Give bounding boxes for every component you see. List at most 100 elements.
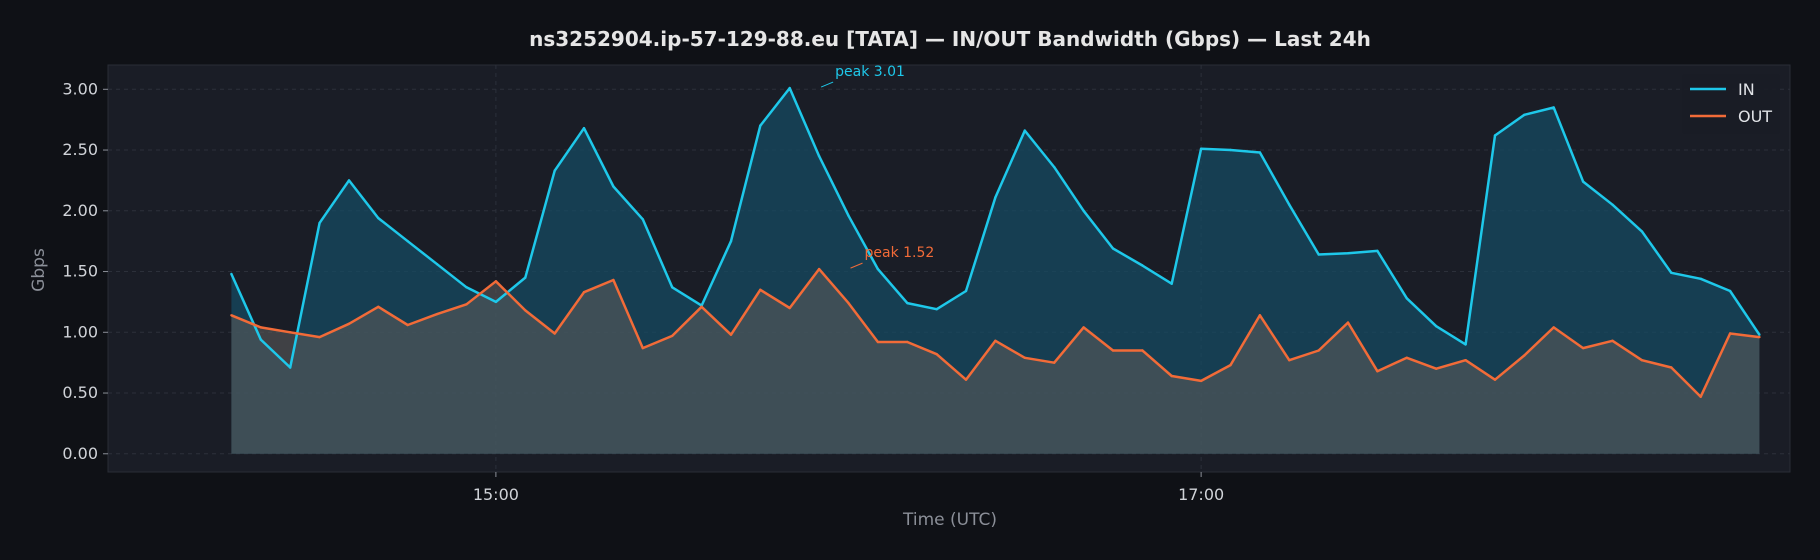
y-tick-label: 3.00 bbox=[62, 79, 98, 98]
series-out-point bbox=[347, 322, 351, 325]
y-axis-label: Gbps bbox=[29, 248, 49, 292]
series-out-point bbox=[1493, 378, 1497, 381]
series-in-point bbox=[1611, 203, 1614, 206]
series-out-point bbox=[1199, 379, 1203, 383]
series-out-point bbox=[612, 278, 615, 282]
series-in-point bbox=[1464, 343, 1467, 346]
series-out-point bbox=[494, 280, 498, 283]
series-out-point bbox=[847, 301, 850, 305]
series-in-point bbox=[1552, 106, 1555, 109]
chart-title: ns3252904.ip-57-129-88.eu [TATA] — IN/OU… bbox=[529, 27, 1371, 51]
series-in-point bbox=[1728, 289, 1732, 293]
peak-annotation: peak 3.01 bbox=[835, 64, 905, 80]
series-out-point bbox=[1640, 359, 1644, 362]
series-out-point bbox=[259, 326, 262, 329]
series-in-point bbox=[435, 263, 439, 266]
series-in-point bbox=[1258, 151, 1262, 154]
series-in-point bbox=[1023, 129, 1026, 132]
series-in-point bbox=[759, 124, 762, 127]
series-out-point bbox=[230, 314, 233, 317]
series-in-point bbox=[1053, 165, 1056, 169]
series-in-point bbox=[1758, 333, 1761, 336]
annotation-leader bbox=[820, 81, 834, 88]
series-out-point bbox=[935, 353, 938, 356]
series-out-point bbox=[553, 332, 556, 335]
legend: IN OUT bbox=[1682, 74, 1780, 134]
y-tick-label: 0.50 bbox=[62, 383, 98, 402]
series-out-point bbox=[465, 303, 468, 306]
series-out-point bbox=[641, 346, 644, 350]
series-in-point bbox=[641, 218, 644, 221]
series-out-point bbox=[759, 288, 762, 291]
series-out-point bbox=[1111, 349, 1115, 352]
series-out-point bbox=[1581, 346, 1585, 350]
series-out-point bbox=[1435, 367, 1438, 370]
series-in-point bbox=[817, 154, 821, 158]
series-in-point bbox=[347, 179, 351, 182]
series-out-point bbox=[1523, 354, 1526, 357]
area-layer bbox=[231, 88, 1760, 454]
series-in-point bbox=[494, 300, 498, 304]
series-out-point bbox=[700, 305, 703, 308]
series-in-point bbox=[1581, 180, 1585, 183]
series-out-point bbox=[788, 306, 791, 310]
series-out-point bbox=[1670, 366, 1673, 369]
series-out-point bbox=[406, 323, 409, 327]
series-in-point bbox=[729, 240, 733, 243]
x-axis-label: Time (UTC) bbox=[902, 510, 997, 530]
series-in-point bbox=[1317, 253, 1320, 256]
peak-annotation: peak 1.52 bbox=[865, 245, 935, 261]
series-out-point bbox=[582, 291, 586, 294]
series-in-point bbox=[1111, 247, 1115, 250]
series-in-point bbox=[1435, 325, 1438, 328]
line-layer bbox=[230, 86, 1761, 398]
y-tick-label: 2.00 bbox=[62, 201, 98, 220]
series-in-point bbox=[230, 272, 233, 276]
x-tick-label: 15:00 bbox=[473, 485, 519, 504]
series-out-point bbox=[377, 305, 380, 308]
series-in-point bbox=[1493, 134, 1497, 137]
series-out-point bbox=[964, 378, 968, 381]
series-out-point bbox=[817, 267, 821, 271]
y-tick-label: 2.50 bbox=[62, 140, 98, 159]
series-out-point bbox=[729, 333, 733, 336]
series-out-point bbox=[1258, 314, 1262, 317]
series-out-point bbox=[1317, 349, 1320, 352]
series-in-point bbox=[1229, 148, 1232, 152]
series-out-point bbox=[435, 312, 439, 316]
series-in-point bbox=[612, 185, 615, 188]
series-out-point bbox=[1082, 326, 1085, 329]
series-in-point bbox=[524, 276, 527, 279]
series-out-point bbox=[289, 331, 292, 334]
series-out-point bbox=[1141, 349, 1144, 352]
series-in-point bbox=[671, 286, 674, 289]
x-tick-label: 17:00 bbox=[1178, 485, 1224, 504]
y-tick-label: 1.00 bbox=[62, 322, 98, 341]
series-out-point bbox=[1611, 339, 1614, 342]
series-out-point bbox=[1023, 356, 1026, 359]
series-in-point bbox=[582, 127, 586, 130]
series-in-point bbox=[1699, 277, 1702, 280]
series-in-point bbox=[964, 289, 968, 293]
legend-label-out: OUT bbox=[1738, 107, 1772, 126]
y-tick-label: 0.00 bbox=[62, 444, 98, 463]
series-out-point bbox=[1229, 363, 1232, 367]
series-in-point bbox=[553, 169, 556, 172]
series-out-point bbox=[1288, 359, 1291, 362]
series-out-point bbox=[1346, 321, 1350, 324]
series-out-point bbox=[876, 340, 880, 344]
annotation-layer: peak 3.01 peak 1.52 bbox=[820, 64, 935, 269]
series-out-point bbox=[524, 309, 527, 312]
tick-layer: 0.00 0.50 1.00 1.50 2.00 2.50 3.00 15:00 17:00 bbox=[62, 79, 1224, 504]
series-in-point bbox=[1670, 271, 1673, 274]
series-out-point bbox=[1552, 326, 1555, 329]
series-in-point bbox=[876, 267, 880, 271]
series-in-point bbox=[1170, 282, 1173, 285]
series-out-point bbox=[671, 334, 674, 338]
series-in-point bbox=[1346, 252, 1350, 255]
series-out-point bbox=[1699, 395, 1702, 398]
series-in-point bbox=[1523, 113, 1526, 117]
series-out-point bbox=[1170, 374, 1173, 378]
